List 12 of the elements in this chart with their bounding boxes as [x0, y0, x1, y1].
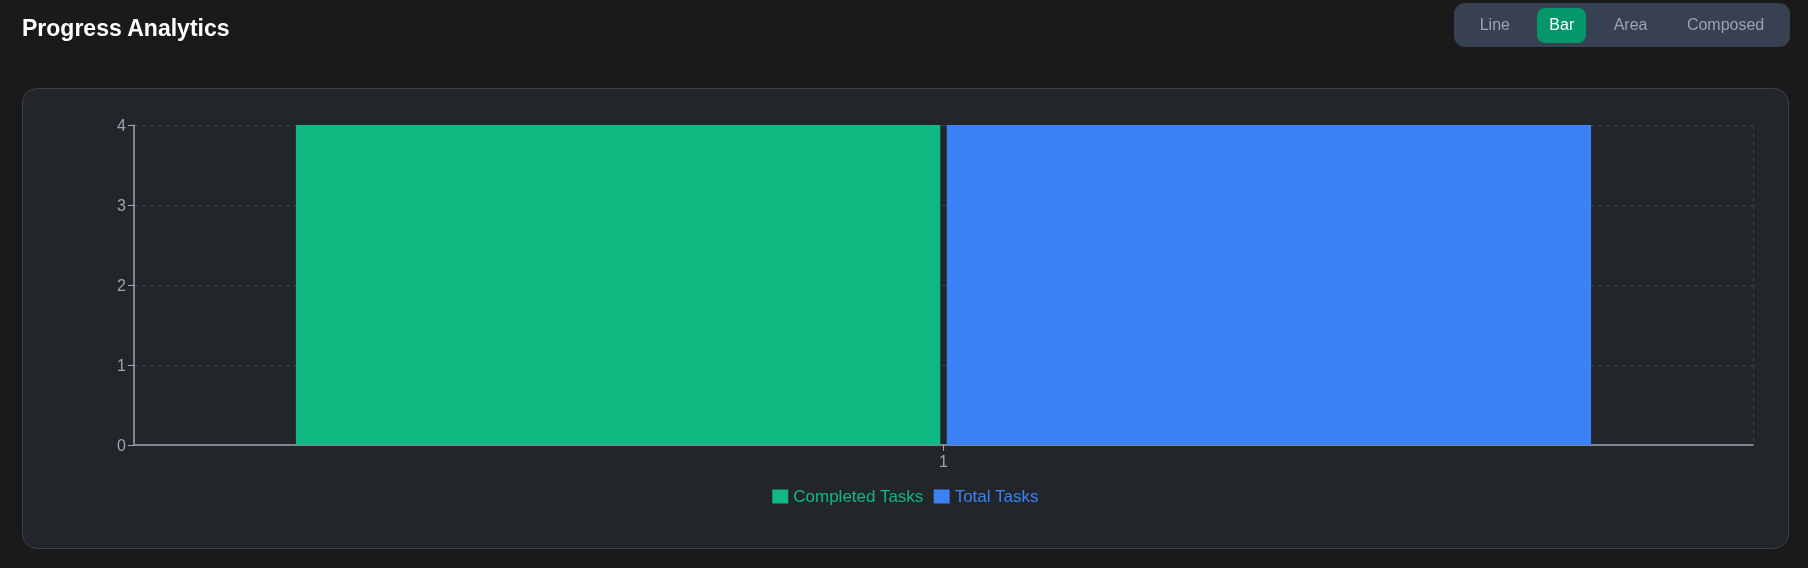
y-tick-label: 1 [117, 356, 127, 374]
legend-label: Total Tasks [954, 487, 1039, 506]
toggle-button[interactable]: Bar [1537, 7, 1587, 43]
y-tick-label: 4 [117, 116, 127, 134]
toggle-button[interactable]: Composed [1674, 7, 1777, 43]
y-tick-label: 0 [117, 436, 127, 454]
y-tick-label: 2 [117, 276, 127, 294]
toggle-button[interactable]: Area [1601, 7, 1660, 43]
chart-title: Progress Analytics [22, 14, 230, 43]
toggle-button[interactable]: Line [1467, 7, 1522, 43]
legend-label: Completed Tasks [793, 487, 924, 506]
y-tick-label: 3 [117, 196, 127, 214]
